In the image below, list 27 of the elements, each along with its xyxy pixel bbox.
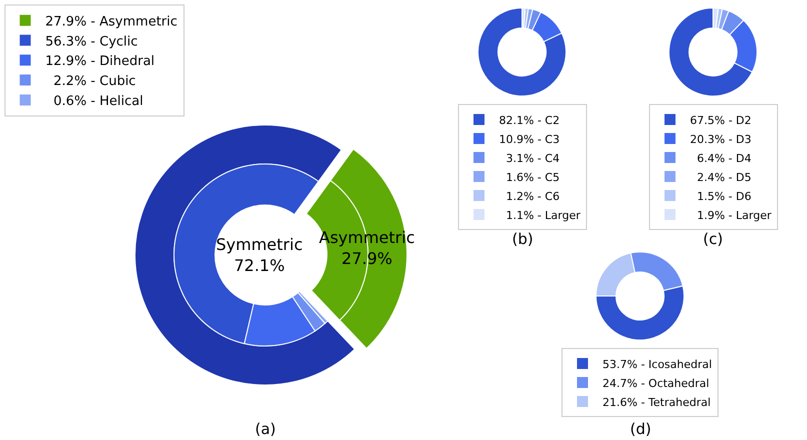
text: (c) [703,230,723,248]
legend-label: 6.4% - D4 [690,152,752,165]
donut-slice [478,8,566,96]
legend-label: 2.2% - Cubic [45,74,136,90]
donut-slice [532,12,562,42]
legend-label: 67.5% - D2 [690,114,752,127]
legend-label: 56.3% - Cyclic [45,34,138,50]
text: (a) [255,420,276,438]
legend-label: 0.6% - Helical [45,94,144,110]
legend-label: 1.5% - D6 [690,190,752,203]
legend-label: 2.4% - D5 [690,170,752,184]
legend-label: 10.9% - C3 [499,132,560,146]
legend-label: 1.2% - C6 [499,190,560,203]
legend-label: 3.1% - C4 [499,152,560,165]
legend-label: 1.9% - Larger [690,208,772,222]
legend-label: 1.6% - C5 [499,170,560,184]
legend-label: 20.3% - D3 [690,132,752,146]
legend-label: 82.1% - C2 [499,114,560,127]
legend-label: 1.1% - Larger [499,208,581,222]
legend-label: 27.9% - Asymmetric [45,14,178,30]
legend-label: 53.7% - Icosahedral [602,358,712,371]
legend-label: 21.6% - Tetrahedral [602,396,711,409]
text: Symmetric 72.1% [216,235,303,275]
legend-label: 12.9% - Dihedral [45,54,155,70]
legend-label: 24.7% - Octahedral [602,376,710,390]
text: (d) [630,420,652,438]
text: (b) [512,230,534,248]
